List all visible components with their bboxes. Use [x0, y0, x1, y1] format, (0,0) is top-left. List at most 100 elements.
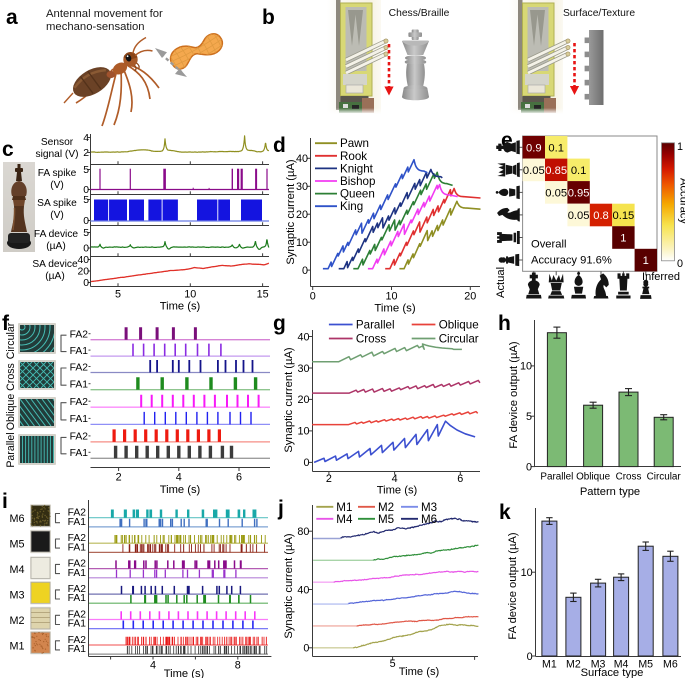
svg-text:0: 0	[310, 291, 316, 303]
svg-text:0.05: 0.05	[568, 210, 590, 222]
svg-text:FA2: FA2	[68, 508, 87, 519]
svg-text:Synaptic current (µA): Synaptic current (µA)	[285, 159, 297, 265]
svg-text:40: 40	[297, 584, 309, 596]
svg-text:Cross: Cross	[5, 363, 17, 391]
svg-text:1: 1	[643, 255, 649, 267]
svg-text:10: 10	[521, 567, 533, 579]
svg-text:40: 40	[77, 255, 89, 266]
svg-text:King: King	[340, 200, 363, 213]
svg-text:4: 4	[83, 133, 89, 144]
svg-text:Synaptic current (µA): Synaptic current (µA)	[283, 347, 295, 453]
svg-text:Oblique: Oblique	[5, 394, 17, 431]
svg-text:Pawn: Pawn	[340, 137, 369, 150]
svg-text:5: 5	[526, 411, 532, 423]
svg-text:Synaptic current (µA): Synaptic current (µA)	[283, 533, 295, 639]
svg-text:0: 0	[677, 258, 683, 270]
svg-text:Time (s): Time (s)	[164, 668, 205, 678]
svg-text:SA device: SA device	[32, 259, 78, 270]
svg-text:M3: M3	[591, 659, 606, 671]
svg-text:80: 80	[297, 526, 309, 538]
svg-text:FA1: FA1	[70, 414, 89, 425]
svg-text:Circular: Circular	[647, 472, 682, 483]
svg-text:0.95: 0.95	[568, 187, 590, 199]
svg-text:Time (s): Time (s)	[160, 484, 201, 496]
svg-text:SA spike: SA spike	[37, 198, 77, 209]
svg-text:M4: M4	[336, 513, 353, 526]
svg-text:Oblique: Oblique	[439, 319, 479, 332]
svg-text:M4: M4	[614, 659, 629, 671]
svg-text:Surface type: Surface type	[581, 667, 644, 678]
svg-text:mechano-sensation: mechano-sensation	[46, 21, 145, 33]
svg-text:FA1: FA1	[70, 346, 89, 357]
svg-text:5: 5	[83, 195, 89, 206]
svg-text:i: i	[2, 490, 8, 513]
svg-text:Pattern type: Pattern type	[580, 486, 640, 498]
svg-text:0.1: 0.1	[571, 165, 587, 177]
svg-text:M3: M3	[421, 501, 437, 514]
svg-text:f: f	[2, 312, 10, 335]
svg-text:Surface/Texture: Surface/Texture	[563, 8, 635, 19]
svg-text:20: 20	[464, 291, 476, 303]
svg-text:5: 5	[83, 228, 89, 239]
svg-text:FA spike: FA spike	[38, 168, 77, 179]
svg-text:0.85: 0.85	[545, 165, 567, 177]
svg-text:FA2: FA2	[68, 635, 87, 646]
svg-text:0.05: 0.05	[523, 165, 545, 177]
svg-text:0: 0	[302, 265, 308, 277]
svg-text:4: 4	[150, 660, 156, 672]
svg-text:(µA): (µA)	[46, 241, 65, 252]
svg-text:(V): (V)	[50, 180, 64, 191]
svg-text:FA1: FA1	[70, 380, 89, 391]
svg-text:10: 10	[297, 426, 309, 438]
svg-text:1: 1	[620, 233, 626, 245]
svg-text:FA2: FA2	[68, 533, 87, 544]
svg-text:Oblique: Oblique	[576, 472, 611, 483]
svg-text:M2: M2	[566, 659, 581, 671]
svg-text:Rook: Rook	[340, 150, 367, 163]
svg-text:0: 0	[527, 651, 533, 663]
svg-text:h: h	[498, 312, 511, 335]
svg-text:20: 20	[296, 209, 308, 221]
svg-text:FA1: FA1	[68, 542, 87, 553]
svg-text:M1: M1	[542, 659, 557, 671]
svg-text:0: 0	[83, 216, 89, 227]
svg-text:e: e	[501, 129, 513, 152]
svg-text:20: 20	[297, 394, 309, 406]
svg-text:0: 0	[303, 457, 309, 469]
svg-text:6: 6	[457, 473, 463, 485]
svg-text:FA2: FA2	[68, 559, 87, 570]
svg-text:M2: M2	[378, 501, 394, 514]
svg-text:20: 20	[77, 267, 89, 278]
svg-text:2: 2	[116, 472, 122, 484]
svg-text:M5: M5	[10, 539, 25, 551]
svg-text:10: 10	[184, 289, 196, 301]
svg-text:FA2: FA2	[70, 362, 89, 373]
svg-text:0: 0	[83, 278, 89, 289]
svg-text:0.8: 0.8	[593, 210, 609, 222]
svg-text:Cross: Cross	[356, 333, 386, 346]
svg-text:8: 8	[235, 660, 241, 672]
svg-text:M5: M5	[378, 513, 394, 526]
svg-text:10: 10	[385, 291, 397, 303]
svg-text:Chess/Braille: Chess/Braille	[389, 8, 450, 19]
svg-text:1: 1	[677, 141, 683, 153]
svg-text:FA2: FA2	[70, 432, 89, 443]
svg-text:d: d	[273, 134, 286, 157]
svg-text:4: 4	[392, 473, 398, 485]
svg-text:FA1: FA1	[68, 593, 87, 604]
svg-text:15: 15	[257, 289, 269, 301]
svg-text:a: a	[6, 6, 18, 29]
svg-text:6: 6	[236, 472, 242, 484]
svg-text:0.9: 0.9	[526, 142, 542, 154]
svg-text:Antennal movement for: Antennal movement for	[46, 8, 163, 20]
svg-text:M6: M6	[10, 513, 25, 525]
svg-text:FA2: FA2	[70, 330, 89, 341]
svg-text:Circular: Circular	[439, 333, 479, 346]
svg-text:10: 10	[520, 361, 532, 373]
svg-text:0.1: 0.1	[548, 142, 564, 154]
svg-text:FA1: FA1	[70, 448, 89, 459]
svg-text:(V): (V)	[50, 210, 64, 221]
svg-text:2: 2	[83, 148, 89, 159]
svg-text:0.05: 0.05	[545, 187, 567, 199]
svg-text:Queen: Queen	[340, 188, 375, 201]
